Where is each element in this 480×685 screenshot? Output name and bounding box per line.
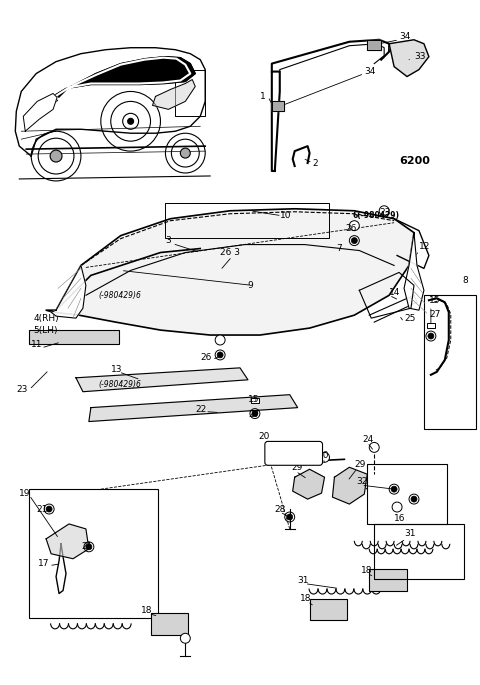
- Text: 23: 23: [16, 385, 28, 395]
- Circle shape: [50, 150, 62, 162]
- Circle shape: [349, 221, 360, 231]
- Text: 8: 8: [463, 276, 468, 285]
- Text: 13: 13: [111, 365, 122, 374]
- Circle shape: [287, 514, 293, 520]
- Text: 6200: 6200: [399, 156, 430, 166]
- Circle shape: [215, 335, 225, 345]
- Text: 7: 7: [336, 244, 342, 253]
- Polygon shape: [153, 79, 195, 110]
- Text: 34: 34: [364, 67, 376, 76]
- Circle shape: [428, 333, 434, 339]
- Text: 34: 34: [399, 32, 410, 41]
- Text: 17: 17: [38, 559, 49, 569]
- Text: 28: 28: [275, 505, 286, 514]
- Text: 31: 31: [298, 576, 309, 585]
- Bar: [367, 464, 447, 524]
- Text: 26: 26: [200, 353, 212, 362]
- Bar: [369, 569, 407, 590]
- Circle shape: [46, 506, 52, 512]
- Text: 9: 9: [247, 281, 252, 290]
- Bar: [374, 524, 464, 579]
- Bar: [427, 323, 435, 328]
- Bar: [29, 489, 158, 619]
- Text: 18: 18: [361, 566, 373, 575]
- Polygon shape: [46, 209, 414, 335]
- Bar: [424, 295, 476, 429]
- Bar: [251, 398, 259, 403]
- Text: (-980429)6: (-980429)6: [99, 380, 142, 389]
- Text: 21: 21: [36, 505, 48, 514]
- Polygon shape: [46, 524, 89, 559]
- Text: 6(-980429): 6(-980429): [352, 211, 399, 221]
- Text: 4(RH): 4(RH): [33, 314, 59, 323]
- Bar: [310, 599, 348, 621]
- Polygon shape: [89, 395, 298, 421]
- Polygon shape: [23, 93, 57, 132]
- Polygon shape: [51, 266, 86, 318]
- Text: 27: 27: [429, 310, 440, 319]
- Text: 18: 18: [300, 594, 311, 603]
- Polygon shape: [51, 57, 195, 101]
- Polygon shape: [272, 101, 284, 112]
- Text: 29: 29: [354, 460, 366, 469]
- Text: 16: 16: [394, 514, 406, 523]
- Text: 30: 30: [318, 451, 329, 460]
- Polygon shape: [404, 233, 424, 310]
- Text: 12: 12: [419, 242, 431, 251]
- Circle shape: [351, 238, 357, 244]
- Text: 23: 23: [379, 208, 391, 217]
- Circle shape: [411, 496, 417, 502]
- Circle shape: [379, 206, 389, 216]
- Circle shape: [392, 502, 402, 512]
- Text: 24: 24: [362, 435, 373, 444]
- Text: 22: 22: [195, 405, 206, 414]
- Text: 20: 20: [258, 432, 269, 441]
- Circle shape: [369, 443, 379, 452]
- FancyBboxPatch shape: [265, 441, 323, 465]
- Text: 15: 15: [248, 395, 260, 404]
- Text: 25: 25: [404, 314, 415, 323]
- Circle shape: [391, 486, 397, 492]
- Text: 1: 1: [260, 92, 265, 101]
- Polygon shape: [333, 467, 367, 504]
- Text: 5(LH): 5(LH): [33, 325, 58, 334]
- Bar: [166, 203, 329, 238]
- Polygon shape: [76, 368, 248, 392]
- Text: 10: 10: [280, 211, 291, 221]
- Circle shape: [128, 119, 133, 124]
- Text: 19: 19: [19, 488, 31, 497]
- Polygon shape: [367, 40, 381, 50]
- Text: 29: 29: [292, 463, 303, 472]
- Text: (-980429)6: (-980429)6: [99, 290, 142, 300]
- Circle shape: [320, 452, 329, 462]
- Polygon shape: [293, 469, 324, 499]
- Circle shape: [86, 544, 92, 550]
- Bar: [29, 330, 119, 344]
- Text: 26: 26: [346, 224, 357, 233]
- Circle shape: [180, 148, 190, 158]
- Text: 26 3: 26 3: [220, 248, 240, 257]
- Text: 31: 31: [404, 530, 416, 538]
- Text: 11: 11: [31, 340, 43, 349]
- Text: 32: 32: [356, 477, 368, 486]
- Bar: [151, 614, 188, 635]
- Text: 3: 3: [166, 236, 171, 245]
- Text: 18: 18: [141, 606, 152, 615]
- Text: 27: 27: [248, 410, 259, 419]
- Circle shape: [217, 352, 223, 358]
- Text: 14: 14: [389, 288, 400, 297]
- Text: 33: 33: [414, 52, 425, 61]
- Polygon shape: [389, 40, 429, 77]
- Circle shape: [252, 410, 258, 416]
- Text: 15: 15: [429, 296, 441, 305]
- Text: 2: 2: [312, 158, 318, 168]
- Circle shape: [180, 634, 190, 643]
- Text: 21: 21: [81, 543, 92, 551]
